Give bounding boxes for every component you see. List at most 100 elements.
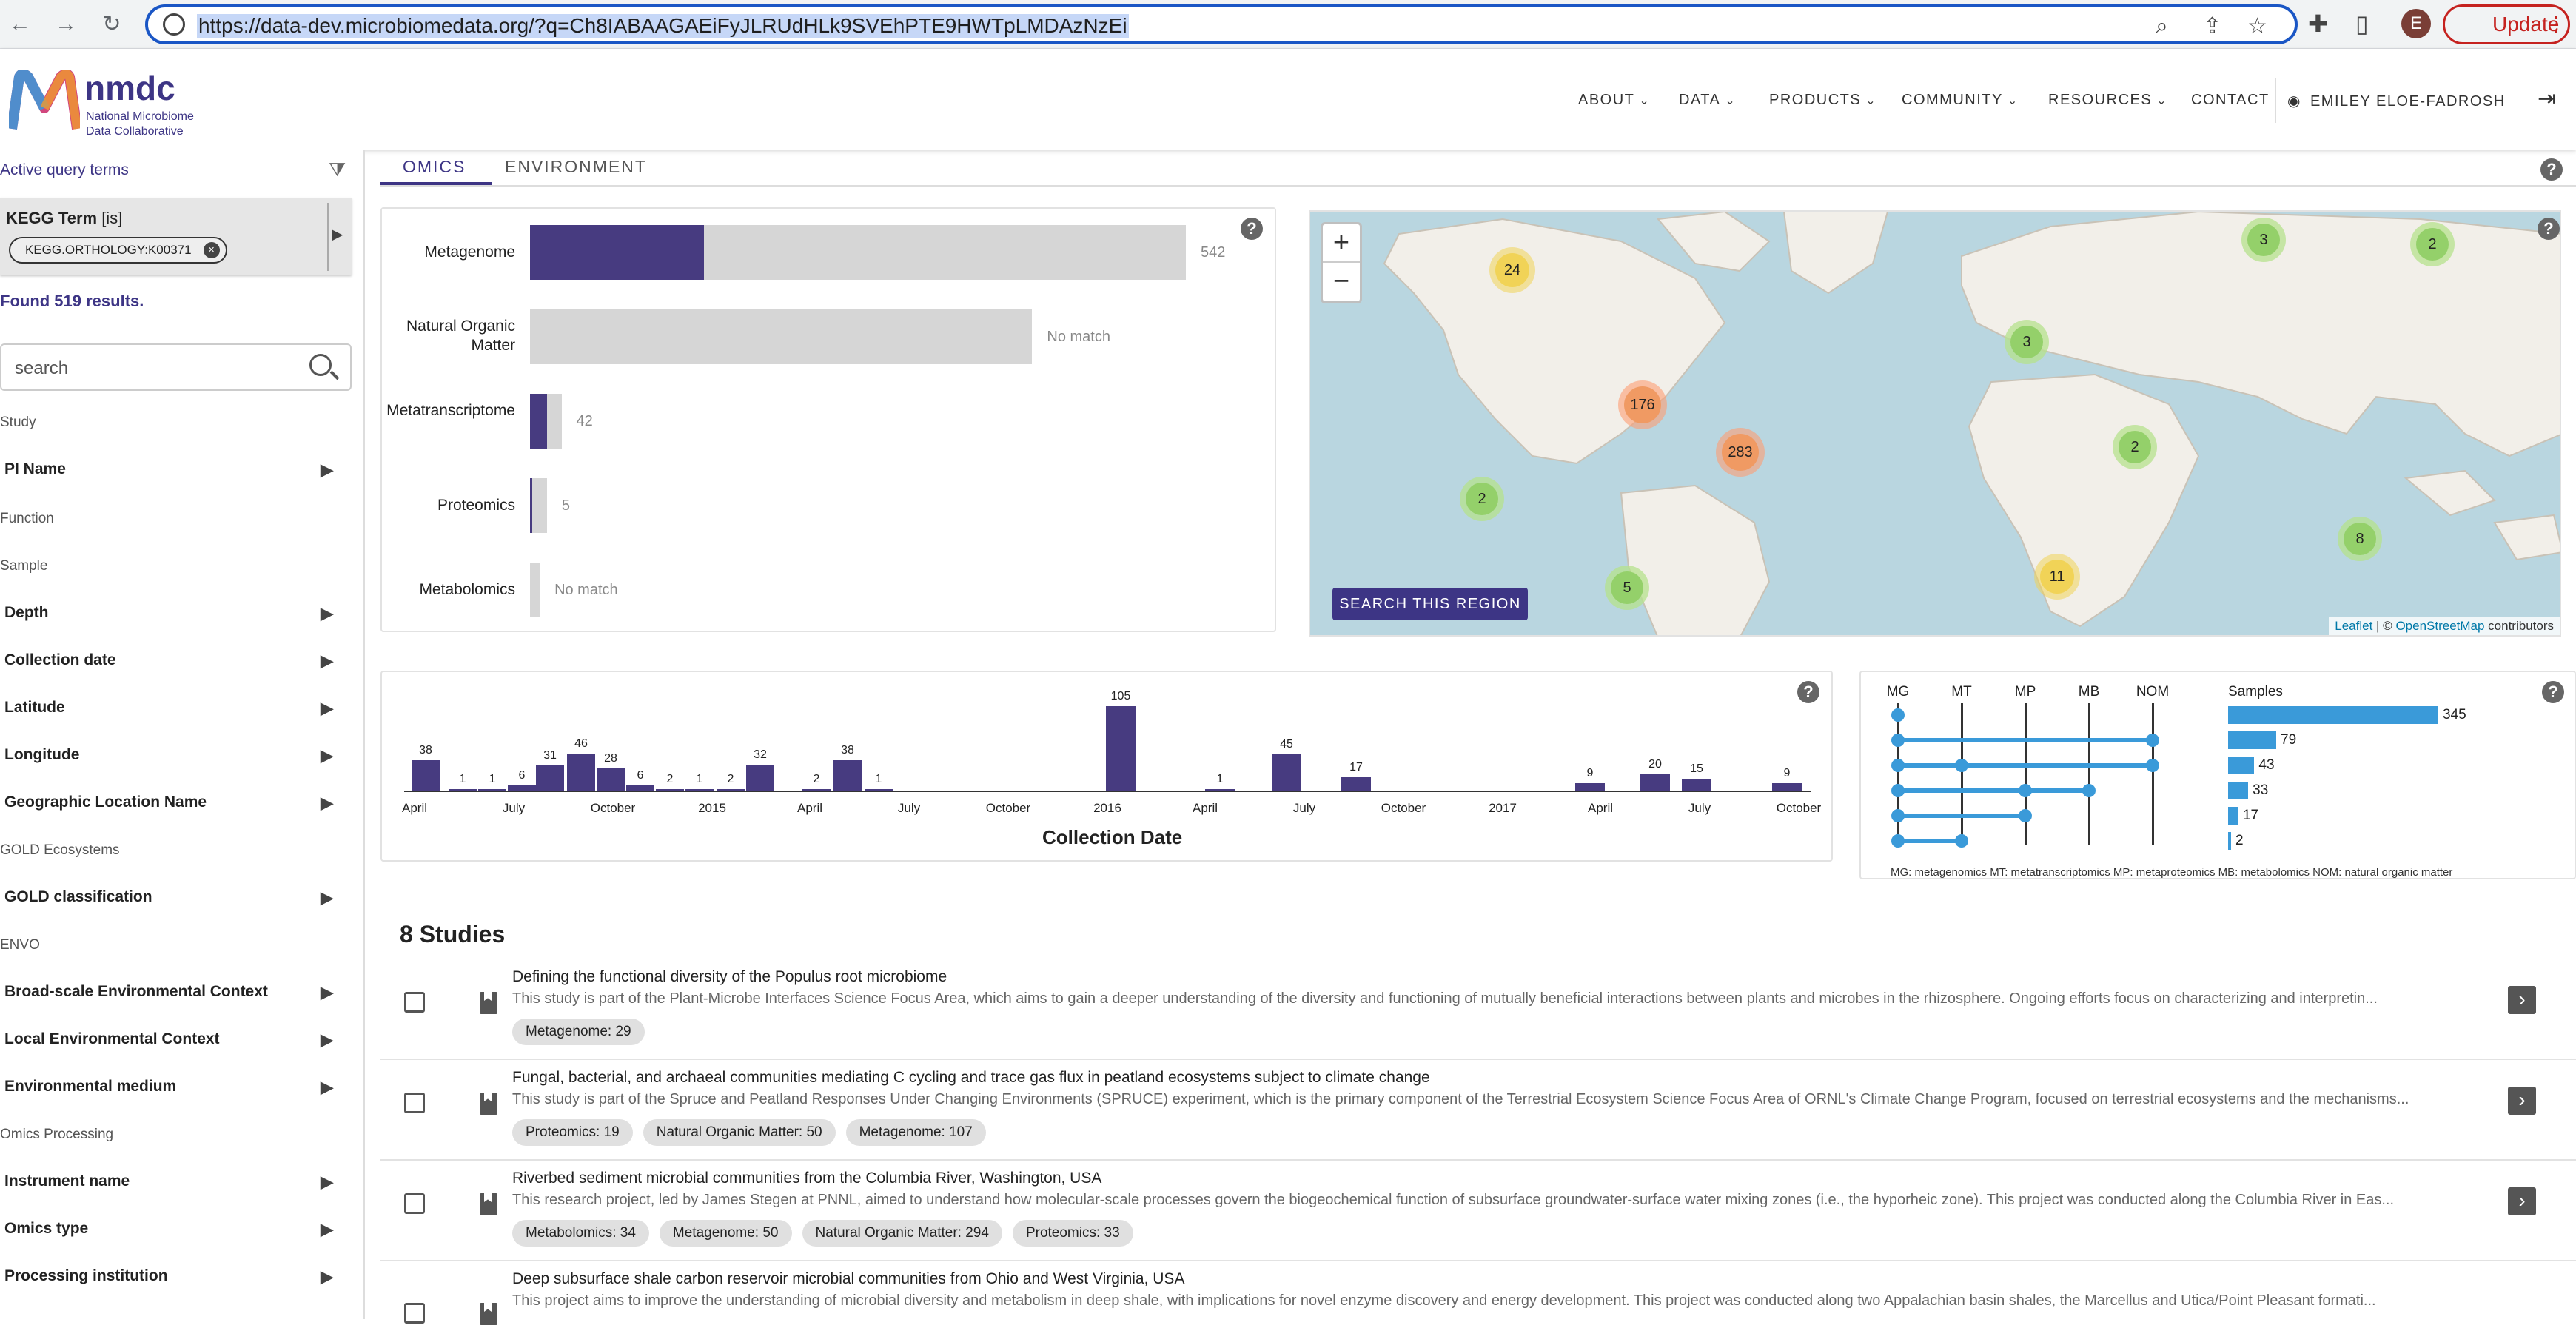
bookmark-star-icon[interactable]: ☆	[2247, 14, 2267, 38]
osm-link[interactable]: OpenStreetMap	[2395, 619, 2485, 633]
timeline-value-label: 9	[1783, 767, 1791, 780]
facet-broad-scale[interactable]: Broad-scale Environmental Context ▶	[4, 983, 333, 1002]
omics-total-bar	[530, 478, 547, 533]
map-cluster[interactable]: 8	[2344, 523, 2376, 555]
help-icon[interactable]: ?	[2538, 218, 2560, 240]
map-panel[interactable]: + − 24 176 283 2 3 3 2 2 5 11 8 SEARCH T…	[1309, 210, 2561, 637]
omics-chip[interactable]: Metagenome: 29	[512, 1019, 645, 1045]
nav-contact[interactable]: CONTACT	[2191, 92, 2270, 109]
share-icon[interactable]: ⇪	[2203, 14, 2222, 38]
open-study-icon[interactable]: ›	[2508, 1087, 2536, 1115]
study-checkbox[interactable]	[404, 1303, 425, 1324]
remove-chip-icon[interactable]: ×	[203, 242, 220, 258]
forward-icon[interactable]: →	[55, 12, 77, 36]
omics-chip[interactable]: Natural Organic Matter: 294	[802, 1220, 1002, 1247]
leaflet-link[interactable]: Leaflet	[2335, 619, 2373, 633]
facet-geo-location[interactable]: Geographic Location Name ▶	[4, 794, 333, 812]
update-button[interactable]: Update ⋮	[2443, 4, 2570, 44]
url-text[interactable]: https://data-dev.microbiomedata.org/?q=C…	[197, 14, 1129, 38]
omics-chip[interactable]: Metagenome: 50	[659, 1220, 792, 1247]
site-info-icon[interactable]	[163, 13, 185, 36]
profile-avatar[interactable]: E	[2401, 9, 2431, 38]
timeline-bar	[508, 785, 536, 791]
zoom-out-button[interactable]: −	[1332, 266, 1350, 297]
timeline-value-label: 38	[419, 743, 432, 757]
help-icon[interactable]: ?	[1797, 681, 1819, 703]
map-cluster[interactable]: 283	[1722, 434, 1759, 471]
map-cluster[interactable]: 11	[2040, 560, 2074, 594]
map-cluster[interactable]: 2	[2416, 228, 2449, 261]
study-chips: Metagenome: 29	[512, 1019, 655, 1045]
nav-about[interactable]: ABOUT ⌄	[1578, 92, 1650, 109]
search-icon[interactable]	[309, 354, 332, 376]
facet-latitude[interactable]: Latitude ▶	[4, 699, 333, 717]
study-title[interactable]: Deep subsurface shale carbon reservoir m…	[512, 1270, 1185, 1287]
reload-icon[interactable]: ↻	[102, 12, 121, 36]
study-title[interactable]: Riverbed sediment microbial communities …	[512, 1170, 1102, 1187]
study-row[interactable]: Fungal, bacterial, and archaeal communit…	[380, 1061, 2576, 1161]
back-icon[interactable]: ←	[9, 12, 31, 36]
study-checkbox[interactable]	[404, 1093, 425, 1113]
expand-query-icon[interactable]: ▶	[332, 227, 343, 243]
open-study-icon[interactable]: ›	[2508, 986, 2536, 1014]
map-cluster[interactable]: 176	[1624, 386, 1661, 423]
facet-collection-date[interactable]: Collection date ▶	[4, 651, 333, 670]
nav-products[interactable]: PRODUCTS ⌄	[1769, 92, 1876, 109]
study-row[interactable]: Riverbed sediment microbial communities …	[380, 1162, 2576, 1261]
clear-filters-icon[interactable]: ⧩	[329, 158, 346, 181]
study-row[interactable]: Deep subsurface shale carbon reservoir m…	[380, 1263, 2576, 1325]
facet-longitude[interactable]: Longitude ▶	[4, 746, 333, 765]
map-cluster[interactable]: 2	[2119, 431, 2151, 463]
facet-local-context[interactable]: Local Environmental Context ▶	[4, 1030, 333, 1049]
search-input[interactable]: search	[0, 343, 352, 391]
map-cluster[interactable]: 3	[2010, 326, 2043, 358]
nav-resources[interactable]: RESOURCES ⌄	[2048, 92, 2167, 109]
address-bar[interactable]: https://data-dev.microbiomedata.org/?q=C…	[145, 4, 2298, 44]
timeline-bar	[1272, 754, 1301, 791]
study-checkbox[interactable]	[404, 1193, 425, 1214]
map-cluster[interactable]: 2	[1466, 483, 1498, 515]
zoom-in-button[interactable]: +	[1323, 224, 1360, 263]
search-region-button[interactable]: SEARCH THIS REGION	[1332, 588, 1528, 620]
omics-chip[interactable]: Natural Organic Matter: 50	[643, 1119, 836, 1146]
side-panel-icon[interactable]: ▯	[2355, 10, 2369, 37]
extensions-icon[interactable]: ✚	[2308, 10, 2328, 37]
map-cluster[interactable]: 5	[1611, 571, 1643, 604]
query-term-box: KEGG Term [is] KEGG.ORTHOLOGY:K00371 × ▶	[0, 198, 352, 275]
omics-chip[interactable]: Proteomics: 19	[512, 1119, 633, 1146]
nav-data[interactable]: DATA ⌄	[1679, 92, 1736, 109]
omics-chip[interactable]: Metagenome: 107	[845, 1119, 986, 1146]
open-study-icon[interactable]: ›	[2508, 1187, 2536, 1215]
facet-instrument-name[interactable]: Instrument name ▶	[4, 1173, 333, 1191]
help-icon[interactable]: ?	[2542, 681, 2564, 703]
facet-pi-name[interactable]: PI Name ▶	[4, 460, 333, 479]
help-icon[interactable]: ?	[2540, 158, 2563, 181]
facet-gold-classification[interactable]: GOLD classification ▶	[4, 888, 333, 907]
map-cluster[interactable]: 3	[2247, 224, 2280, 256]
study-title[interactable]: Fungal, bacterial, and archaeal communit…	[512, 1069, 1430, 1086]
nav-community[interactable]: COMMUNITY ⌄	[1902, 92, 2019, 109]
logo-text[interactable]: nmdc	[84, 69, 175, 107]
omics-chip[interactable]: Metabolomics: 34	[512, 1220, 649, 1247]
study-checkbox[interactable]	[404, 992, 425, 1013]
facet-processing-institution[interactable]: Processing institution ▶	[4, 1267, 333, 1286]
help-icon[interactable]: ?	[1241, 218, 1263, 240]
collection-date-panel: ? 38 1 1 6 31 46 28 6 2 1 2 32 2 38 1 105 1 45 17 9 20 15 9 Apr…	[380, 671, 1833, 862]
map-cluster[interactable]: 24	[1495, 253, 1529, 287]
omics-value-label: No match	[554, 582, 618, 598]
logout-icon[interactable]: ⇥	[2538, 87, 2557, 111]
facet-env-medium[interactable]: Environmental medium ▶	[4, 1078, 333, 1096]
nmdc-logo-icon[interactable]	[9, 70, 80, 132]
timeline-bar	[1772, 783, 1802, 791]
zoom-icon[interactable]: ⌕	[2156, 14, 2168, 38]
tab-omics[interactable]: OMICS	[403, 157, 466, 176]
facet-omics-type[interactable]: Omics type ▶	[4, 1220, 333, 1238]
omics-chip[interactable]: Proteomics: 33	[1012, 1220, 1133, 1247]
facet-depth[interactable]: Depth ▶	[4, 604, 333, 623]
user-menu[interactable]: ◉ EMILEY ELOE-FADROSH	[2287, 92, 2506, 110]
study-row[interactable]: Defining the functional diversity of the…	[380, 961, 2576, 1060]
section-study: Study	[0, 415, 36, 430]
upset-dot	[1891, 784, 1905, 797]
tab-environment[interactable]: ENVIRONMENT	[505, 157, 647, 176]
study-title[interactable]: Defining the functional diversity of the…	[512, 968, 947, 985]
